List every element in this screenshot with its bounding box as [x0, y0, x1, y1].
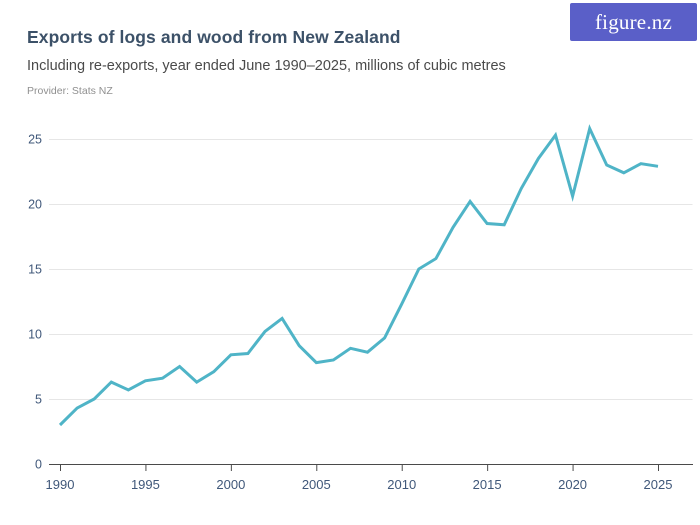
- y-tick-label: 10: [28, 328, 42, 342]
- page-title: Exports of logs and wood from New Zealan…: [27, 27, 401, 47]
- x-tick-label: 2020: [558, 477, 587, 492]
- y-tick-label: 25: [28, 133, 42, 147]
- figurenz-logo[interactable]: figure.nz: [570, 3, 697, 41]
- x-tick-label: 2010: [387, 477, 416, 492]
- x-tick-label: 1995: [131, 477, 160, 492]
- provider-label: Provider: Stats NZ: [27, 85, 113, 97]
- x-tick-label: 2000: [216, 477, 245, 492]
- figurenz-logo-text: figure.nz: [594, 9, 672, 34]
- x-tick-label: 1990: [46, 477, 75, 492]
- data-line: [58, 124, 659, 427]
- y-tick-label: 0: [35, 458, 42, 472]
- y-tick-label: 5: [35, 393, 42, 407]
- x-tick-label: 2015: [473, 477, 502, 492]
- y-tick-label: 20: [28, 198, 42, 212]
- x-tick-label: 2025: [644, 477, 673, 492]
- page-subtitle: Including re-exports, year ended June 19…: [27, 58, 506, 74]
- y-tick-label: 15: [28, 263, 42, 277]
- x-tick-label: 2005: [302, 477, 331, 492]
